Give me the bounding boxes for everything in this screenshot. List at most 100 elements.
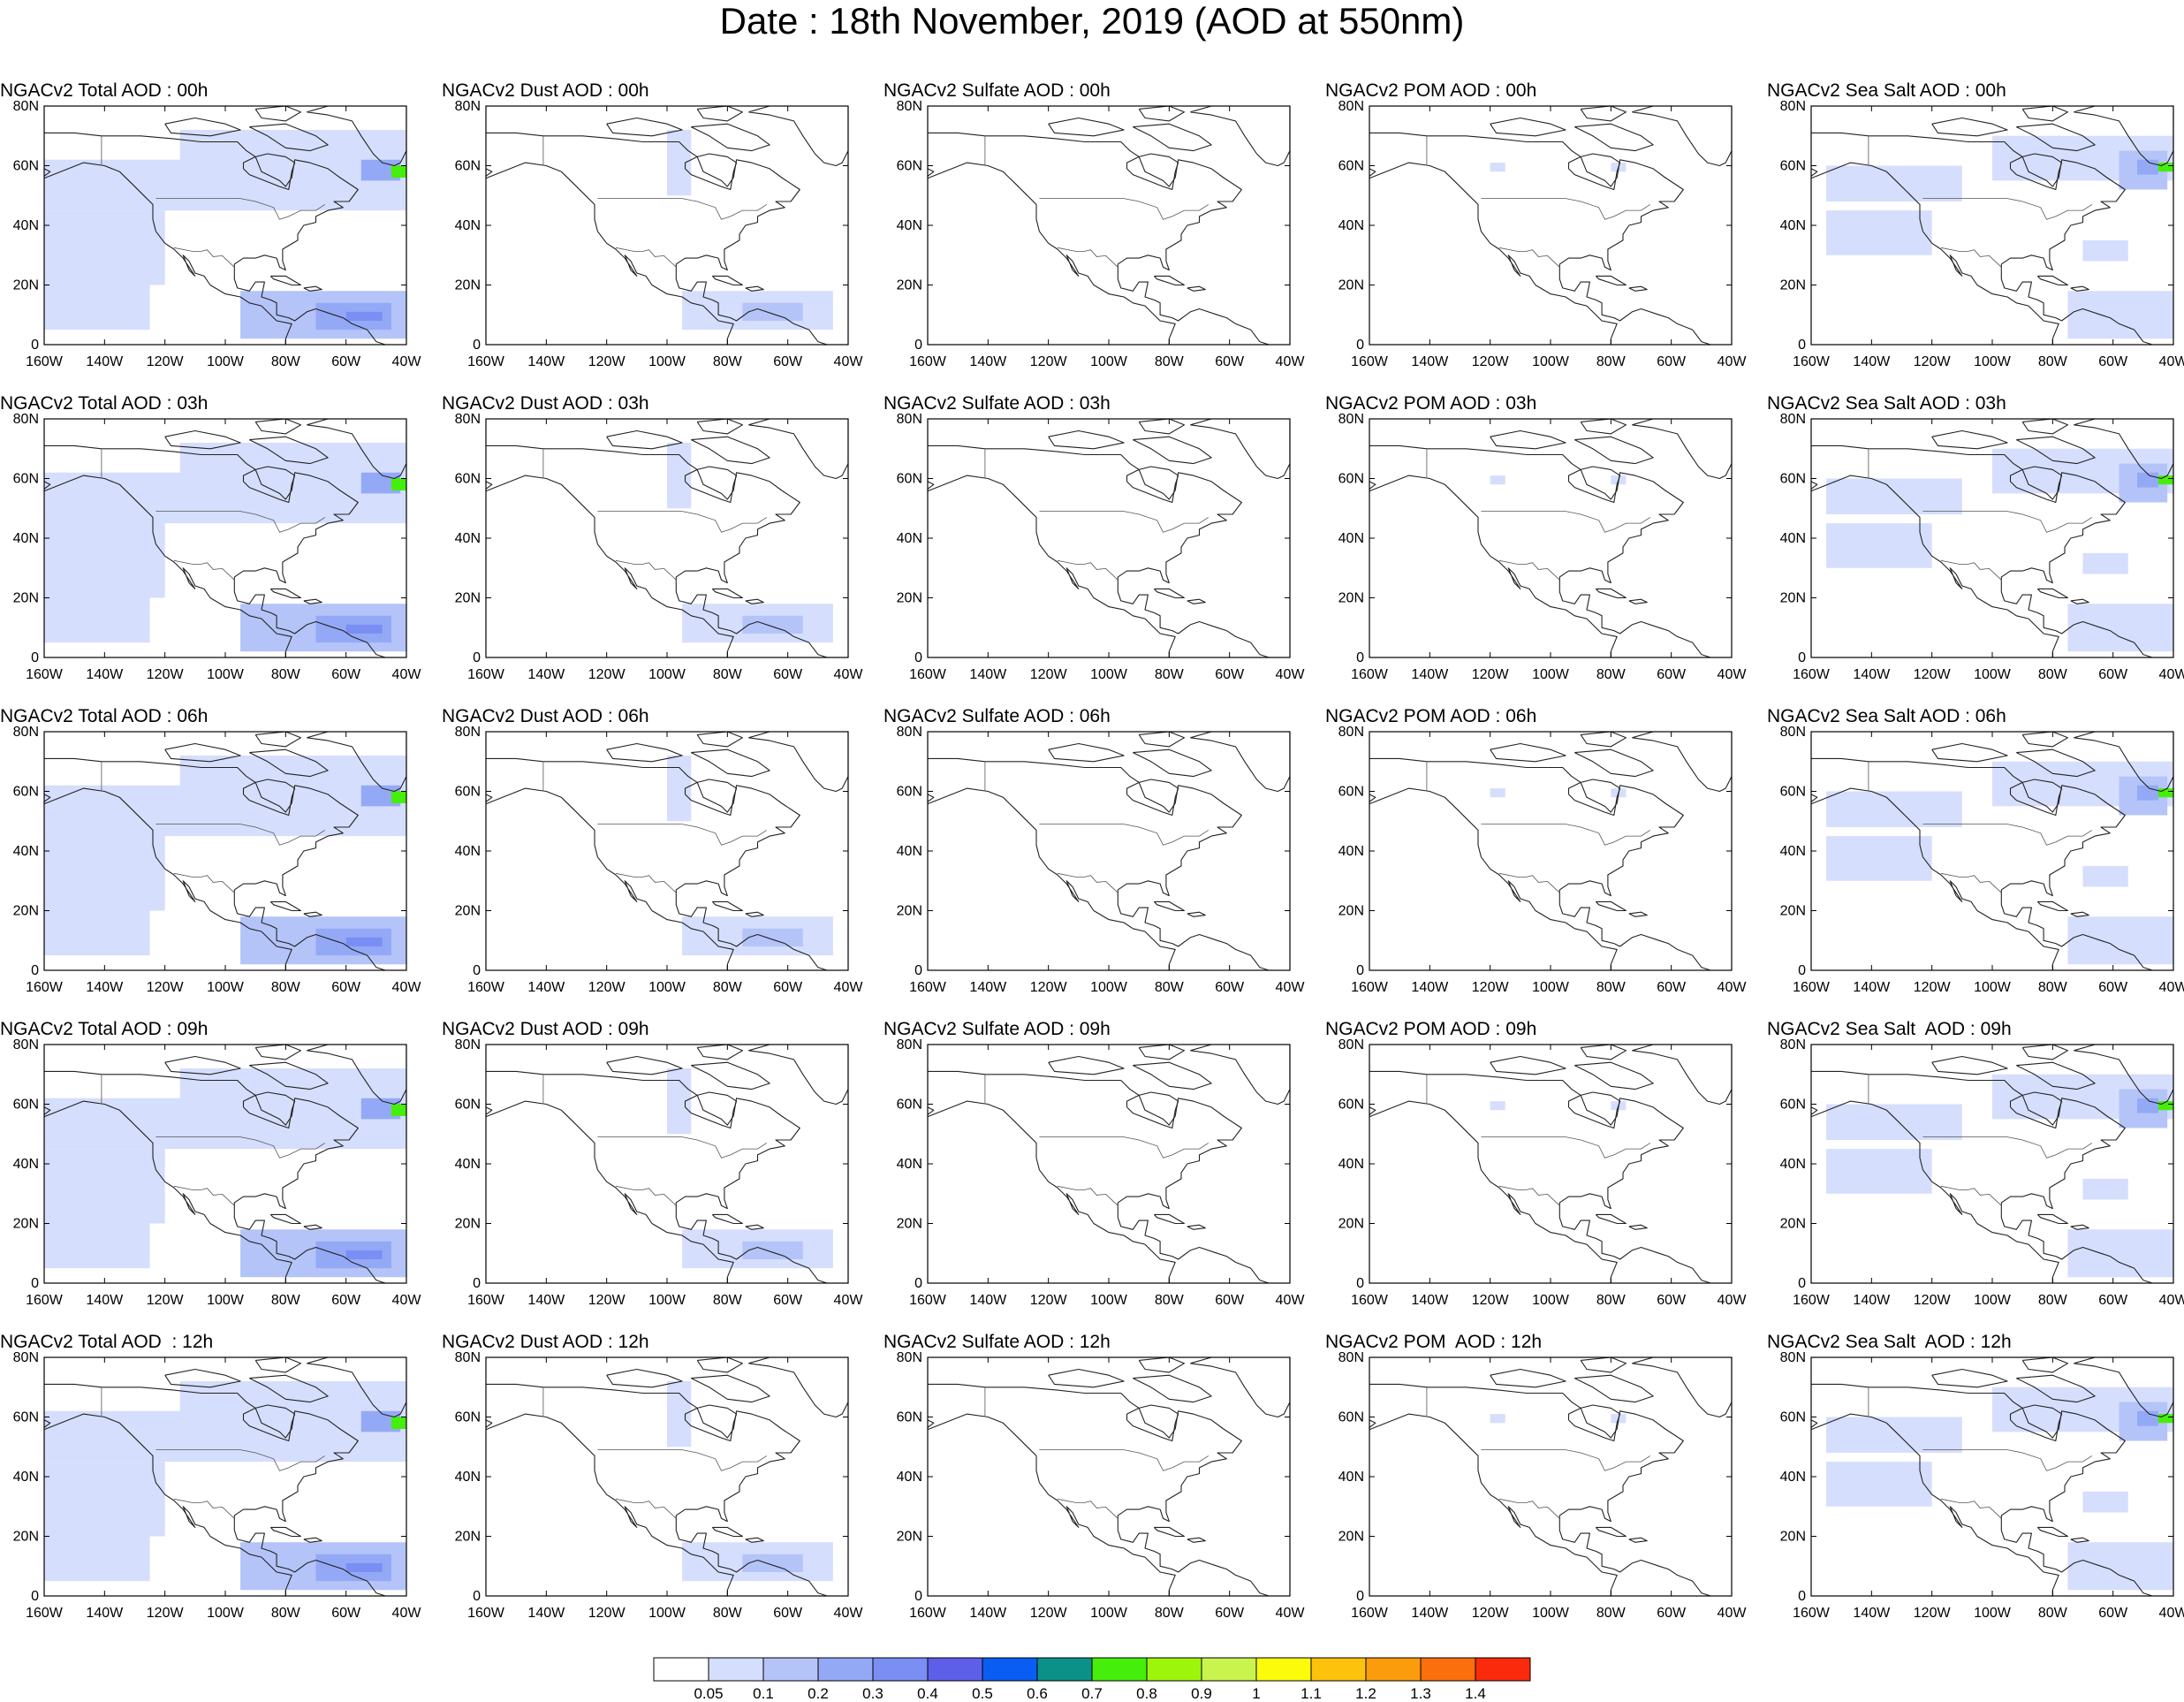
lat-tick-label: 0 xyxy=(473,1276,481,1291)
lon-tick-label: 160W xyxy=(467,1606,505,1621)
lon-tick-label: 140W xyxy=(969,667,1007,682)
lon-tick-label: 60W xyxy=(1657,354,1687,369)
lat-tick-label: 40N xyxy=(1338,218,1364,233)
aod-map: 160W 140W 120W 100W 80W 60W 40W 0 20N 40N 60N 80N xyxy=(13,412,422,682)
lon-tick-label: 40W xyxy=(1718,980,1748,995)
lon-tick-label: 40W xyxy=(1276,354,1306,369)
lat-tick-label: 60N xyxy=(455,1098,481,1113)
lat-tick-label: 60N xyxy=(1338,1098,1364,1113)
lat-tick-label: 60N xyxy=(1338,1410,1364,1425)
aod-shading xyxy=(345,1250,383,1259)
lon-tick-label: 80W xyxy=(1596,354,1627,369)
map-panel: NGACv2 Dust AOD : 06h 160W 140W 120W 100W 80… xyxy=(442,705,883,1006)
lon-tick-label: 80W xyxy=(1155,667,1185,682)
lat-tick-label: 60N xyxy=(897,159,922,174)
aod-shading xyxy=(2137,472,2158,488)
aod-shading xyxy=(345,1562,383,1572)
lat-tick-label: 40N xyxy=(897,1470,922,1485)
aod-map: 160W 140W 120W 100W 80W 60W 40W 0 20N 40N 60N 80N xyxy=(455,99,864,369)
lon-tick-label: 100W xyxy=(1090,1293,1128,1308)
lat-tick-label: 20N xyxy=(13,278,39,293)
aod-map: 160W 140W 120W 100W 80W 60W 40W 0 20N 40N 60N 80N xyxy=(1780,725,2184,995)
map-panel: NGACv2 POM AOD : 03h 160W 140W 120W 100W 80W… xyxy=(1325,392,1767,693)
aod-shading xyxy=(44,1536,150,1582)
lon-tick-label: 140W xyxy=(969,1606,1007,1621)
lat-tick-label: 60N xyxy=(897,785,922,800)
lat-tick-label: 20N xyxy=(1338,904,1364,919)
lon-tick-label: 100W xyxy=(1090,980,1128,995)
aod-map: 160W 140W 120W 100W 80W 60W 40W 0 20N 40N 60N 80N xyxy=(897,99,1306,369)
lon-tick-label: 120W xyxy=(1914,354,1952,369)
lat-tick-label: 0 xyxy=(31,338,39,353)
lat-tick-label: 40N xyxy=(1780,531,1806,546)
lat-tick-label: 40N xyxy=(1338,531,1364,546)
map-panel: NGACv2 Dust AOD : 03h 160W 140W 120W 100W 80… xyxy=(442,392,883,693)
aod-shading xyxy=(667,756,692,822)
lat-tick-label: 20N xyxy=(13,591,39,606)
lon-tick-label: 40W xyxy=(2159,1293,2184,1308)
map-panel: NGACv2 Sea Salt AOD : 00h 160W 140W 120W 10… xyxy=(1767,80,2184,380)
lon-tick-label: 40W xyxy=(1718,354,1748,369)
lon-tick-label: 100W xyxy=(1532,354,1570,369)
lat-tick-label: 20N xyxy=(1338,591,1364,606)
lon-tick-label: 120W xyxy=(1914,980,1952,995)
lat-tick-label: 60N xyxy=(455,785,481,800)
aod-map: 160W 140W 120W 100W 80W 60W 40W 0 20N 40N 60N 80N xyxy=(455,1037,864,1308)
lon-tick-label: 60W xyxy=(1657,1293,1687,1308)
lon-tick-label: 40W xyxy=(392,980,422,995)
lon-tick-label: 40W xyxy=(834,980,864,995)
lat-tick-label: 40N xyxy=(897,531,922,546)
lon-tick-label: 80W xyxy=(271,354,301,369)
aod-map: 160W 140W 120W 100W 80W 60W 40W 0 20N 40N 60N 80N xyxy=(1338,99,1748,369)
aod-map: 160W 140W 120W 100W 80W 60W 40W 0 20N 40N 60N 80N xyxy=(1338,1350,1748,1621)
map-panel: NGACv2 Total AOD : 09h 160W 140W 120W 100W 8… xyxy=(0,1018,442,1318)
panel-title: NGACv2 Total AOD : 06h xyxy=(0,706,209,726)
lon-tick-label: 80W xyxy=(2038,1293,2068,1308)
lat-tick-label: 40N xyxy=(1338,1157,1364,1172)
aod-shading xyxy=(44,597,150,643)
aod-shading xyxy=(2157,1414,2173,1424)
lon-tick-label: 40W xyxy=(834,1293,864,1308)
lon-tick-label: 120W xyxy=(1472,980,1510,995)
lat-tick-label: 0 xyxy=(1798,650,1806,665)
lon-tick-label: 140W xyxy=(969,354,1007,369)
lon-tick-label: 120W xyxy=(1030,667,1068,682)
lat-tick-label: 60N xyxy=(13,1098,39,1113)
lon-tick-label: 160W xyxy=(1793,667,1831,682)
aod-shading xyxy=(1490,163,1505,172)
lon-tick-label: 140W xyxy=(527,1606,565,1621)
lat-tick-label: 80N xyxy=(1780,1350,1806,1365)
lat-tick-label: 0 xyxy=(31,650,39,665)
lon-tick-label: 140W xyxy=(1853,1293,1891,1308)
lon-tick-label: 160W xyxy=(1793,980,1831,995)
lon-tick-label: 80W xyxy=(1155,980,1185,995)
panel-title: NGACv2 POM AOD : 03h xyxy=(1325,393,1537,414)
lon-tick-label: 40W xyxy=(1718,667,1748,682)
lat-tick-label: 20N xyxy=(455,278,481,293)
lat-tick-label: 0 xyxy=(1798,1276,1806,1291)
map-panel: NGACv2 Sulfate AOD : 06h 160W 140W 120W 100… xyxy=(883,705,1325,1006)
lon-tick-label: 140W xyxy=(86,980,124,995)
lon-tick-label: 60W xyxy=(2098,1606,2128,1621)
lon-tick-label: 100W xyxy=(1974,1606,2012,1621)
aod-map: 160W 140W 120W 100W 80W 60W 40W 0 20N 40N 60N 80N xyxy=(13,99,422,369)
lon-tick-label: 100W xyxy=(207,667,245,682)
aod-shading xyxy=(2082,552,2128,574)
aod-shading xyxy=(1490,475,1505,485)
lat-tick-label: 80N xyxy=(1780,725,1806,740)
lon-tick-label: 80W xyxy=(271,667,301,682)
aod-shading xyxy=(1826,1149,1932,1194)
lat-tick-label: 60N xyxy=(1338,472,1364,487)
lat-tick-label: 60N xyxy=(13,1410,39,1425)
lon-tick-label: 120W xyxy=(1472,1606,1510,1621)
aod-shading xyxy=(1490,788,1505,798)
lat-tick-label: 20N xyxy=(1780,1530,1806,1545)
lat-tick-label: 60N xyxy=(897,1098,922,1113)
lat-tick-label: 80N xyxy=(455,412,481,427)
lon-tick-label: 60W xyxy=(1657,1606,1687,1621)
lon-tick-label: 100W xyxy=(1974,980,2012,995)
map-panel: NGACv2 Total AOD : 00h 160W 140W 120W 100W 8… xyxy=(0,80,442,380)
lat-tick-label: 80N xyxy=(455,725,481,740)
lon-tick-label: 160W xyxy=(26,1606,64,1621)
lon-tick-label: 100W xyxy=(1974,667,2012,682)
